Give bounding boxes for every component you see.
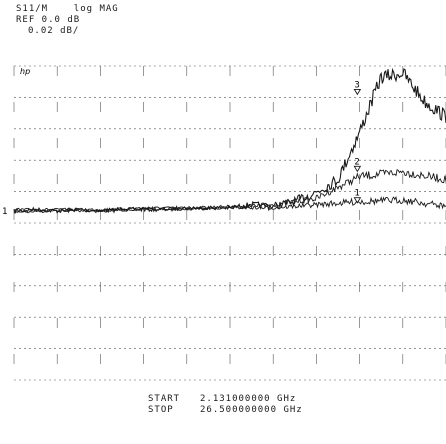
stop-frequency: STOP 26.500000000 GHz <box>148 405 303 415</box>
trace-3 <box>13 195 446 214</box>
marker-1 <box>353 197 362 204</box>
scale-label: 0.02 dB/ <box>28 26 80 36</box>
traces <box>13 67 446 215</box>
reference-label: REF 0.0 dB <box>16 15 81 25</box>
parameter-label: S11/M <box>16 4 49 14</box>
format-label: log MAG <box>73 4 119 14</box>
graticule <box>13 65 446 381</box>
marker-2 <box>353 165 362 173</box>
start-frequency: START 2.131000000 GHz <box>148 394 296 404</box>
marker-label: 1 <box>354 189 359 199</box>
markers: 1 2 3 <box>353 80 362 204</box>
stop-value: 26.500000000 GHz <box>200 405 303 415</box>
start-value: 2.131000000 GHz <box>200 394 297 404</box>
stop-label: STOP <box>148 405 174 415</box>
marker-3 <box>353 88 362 96</box>
header-line-1: S11/M log MAG <box>16 4 119 15</box>
marker-label: 2 <box>354 157 359 167</box>
start-label: START <box>148 394 181 404</box>
reference-line-label: 1 <box>2 207 7 217</box>
marker-label: 3 <box>354 80 359 90</box>
top-marker-label: hp <box>20 67 30 76</box>
